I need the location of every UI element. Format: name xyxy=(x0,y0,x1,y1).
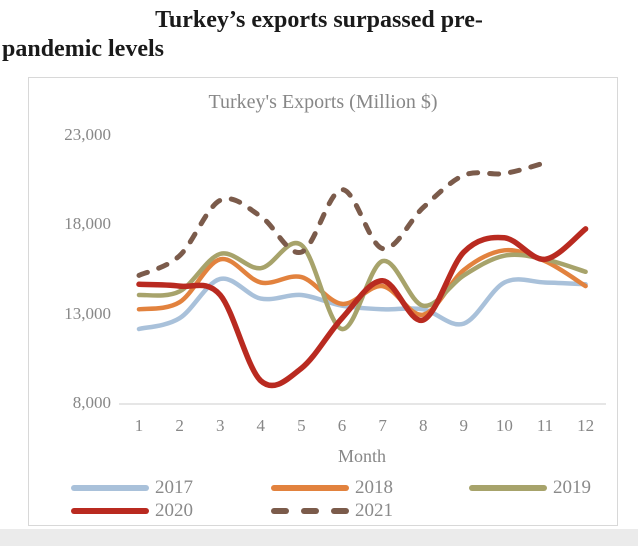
chart-title: Turkey's Exports (Million $) xyxy=(208,91,438,113)
legend-label-2019: 2019 xyxy=(553,477,591,498)
legend-swatch-2017 xyxy=(71,484,149,491)
x-tick-label-11: 11 xyxy=(536,416,554,435)
x-tick-label-6: 6 xyxy=(337,416,347,435)
x-axis-title: Month xyxy=(337,446,386,466)
legend-label-2020: 2020 xyxy=(155,500,193,521)
series-line-2017 xyxy=(136,276,588,332)
y-tick-label-18000: 18,000 xyxy=(64,214,111,234)
page-title-line-2: pandemic levels xyxy=(2,36,164,63)
page-background-strip xyxy=(0,529,638,546)
series-line-2019 xyxy=(136,240,588,332)
series-line-2021 xyxy=(136,160,548,278)
legend-item-2018: 2018 xyxy=(271,478,393,497)
x-tick-label-7: 7 xyxy=(378,416,387,435)
page-title: Turkey’s exports surpassed pre- pandemic… xyxy=(0,6,638,65)
x-tick-label-4: 4 xyxy=(256,416,266,435)
legend-item-2021: 2021 xyxy=(271,501,393,520)
legend-item-2020: 2020 xyxy=(71,501,193,520)
x-tick-label-5: 5 xyxy=(297,416,306,435)
x-tick-label-1: 1 xyxy=(134,416,144,435)
page-title-line-1: Turkey’s exports surpassed pre- xyxy=(155,7,483,33)
x-tick-label-2: 2 xyxy=(175,416,184,435)
chart-panel: Turkey's Exports (Million $) 23,000 18,00… xyxy=(28,77,618,526)
legend-swatch-2020 xyxy=(71,507,149,514)
x-tick-label-3: 3 xyxy=(215,416,225,435)
legend-dash xyxy=(331,507,349,514)
legend-swatch-2019 xyxy=(469,484,547,491)
y-tick-label-23000: 23,000 xyxy=(64,125,111,144)
y-tick-label-13000: 13,000 xyxy=(64,303,111,323)
x-tick-label-10: 10 xyxy=(495,416,513,435)
legend-dash xyxy=(271,507,289,514)
series-line-2020 xyxy=(136,226,589,389)
y-tick-label-8000: 8,000 xyxy=(72,393,111,412)
x-tick-label-12: 12 xyxy=(577,416,595,435)
legend-item-2019: 2019 xyxy=(469,478,591,497)
legend-dash xyxy=(301,507,319,514)
legend-label-2021: 2021 xyxy=(355,500,393,521)
legend-label-2017: 2017 xyxy=(155,477,193,498)
legend-item-2017: 2017 xyxy=(71,478,193,497)
x-tick-label-9: 9 xyxy=(459,416,469,435)
x-tick-label-8: 8 xyxy=(418,416,428,435)
legend-swatch-2021 xyxy=(271,507,349,514)
legend-swatch-2018 xyxy=(271,484,349,491)
chart-canvas xyxy=(119,160,606,405)
series-line-2018 xyxy=(136,247,588,317)
legend-label-2018: 2018 xyxy=(355,477,393,498)
